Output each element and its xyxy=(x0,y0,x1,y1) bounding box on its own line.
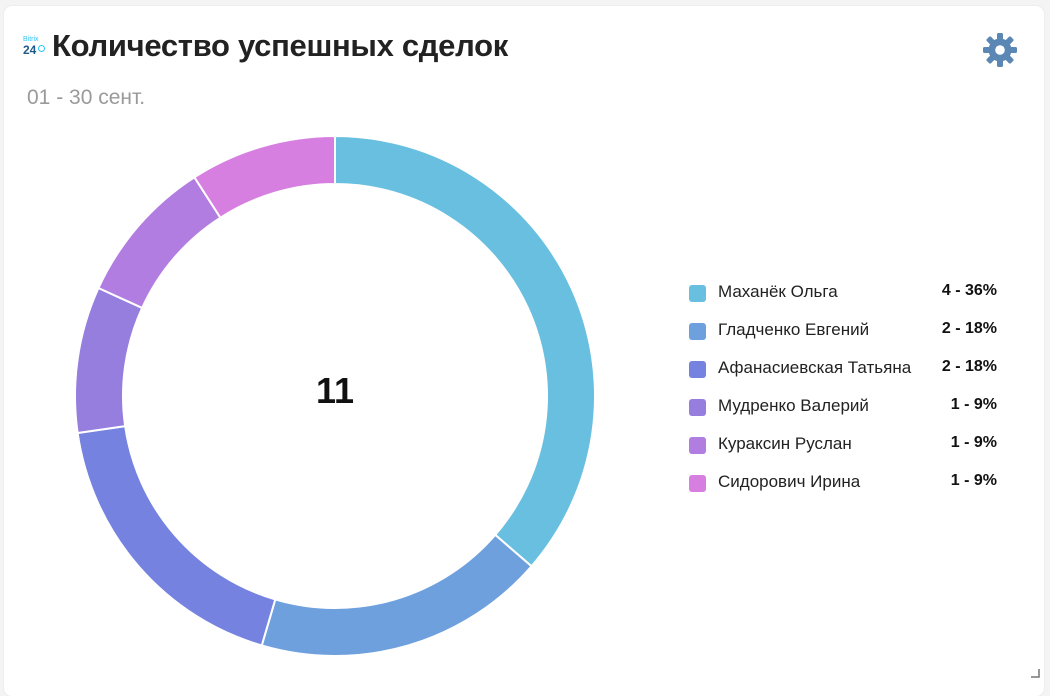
resize-handle-icon[interactable] xyxy=(1030,668,1040,678)
gear-icon[interactable] xyxy=(982,32,1018,68)
legend-value: 1 - 9% xyxy=(950,434,997,451)
legend-name: Кураксин Руслан xyxy=(718,434,852,453)
legend-name: Афанасиевская Татьяна xyxy=(718,358,912,377)
legend-swatch xyxy=(689,285,706,302)
legend-item[interactable]: Гладченко Евгений 2 - 18% xyxy=(689,318,1001,356)
legend-value: 4 - 36% xyxy=(941,282,997,299)
legend-item[interactable]: Кураксин Руслан 1 - 9% xyxy=(689,432,1001,470)
widget-title: Количество успешных сделок xyxy=(52,28,508,63)
logo-text-top: Bitrix xyxy=(23,36,39,43)
logo-clock-icon xyxy=(38,45,45,52)
legend-swatch xyxy=(689,437,706,454)
legend-swatch xyxy=(689,323,706,340)
legend-item[interactable]: Сидорович Ирина 1 - 9% xyxy=(689,470,1001,508)
legend-item[interactable]: Маханёк Ольга 4 - 36% xyxy=(689,280,1001,318)
donut-slice-1[interactable] xyxy=(334,134,596,568)
donut-slice-4[interactable] xyxy=(74,286,144,435)
donut-slice-2[interactable] xyxy=(260,533,533,657)
date-range: 01 - 30 сент. xyxy=(27,86,146,109)
donut-slice-5[interactable] xyxy=(97,175,222,310)
legend-item[interactable]: Мудренко Валерий 1 - 9% xyxy=(689,394,1001,432)
donut-slice-3[interactable] xyxy=(76,425,277,647)
legend-swatch xyxy=(689,361,706,378)
legend-name: Гладченко Евгений xyxy=(718,320,870,339)
legend-swatch xyxy=(689,475,706,492)
legend-value: 1 - 9% xyxy=(950,472,997,489)
donut-slice-6[interactable] xyxy=(193,134,336,220)
bitrix24-logo: Bitrix 24 xyxy=(23,36,45,60)
chart-legend: Маханёк Ольга 4 - 36% Гладченко Евгений 2 -… xyxy=(689,280,1001,508)
legend-swatch xyxy=(689,399,706,416)
logo-text-num: 24 xyxy=(23,43,37,57)
total-count: 11 xyxy=(315,370,355,411)
legend-name: Сидорович Ирина xyxy=(718,472,861,491)
legend-item[interactable]: Афанасиевская Татьяна 2 - 18% xyxy=(689,356,1001,394)
legend-value: 1 - 9% xyxy=(950,396,997,413)
legend-value: 2 - 18% xyxy=(941,320,997,337)
legend-value: 2 - 18% xyxy=(941,358,997,375)
legend-name: Мудренко Валерий xyxy=(718,396,869,415)
legend-name: Маханёк Ольга xyxy=(718,282,838,301)
